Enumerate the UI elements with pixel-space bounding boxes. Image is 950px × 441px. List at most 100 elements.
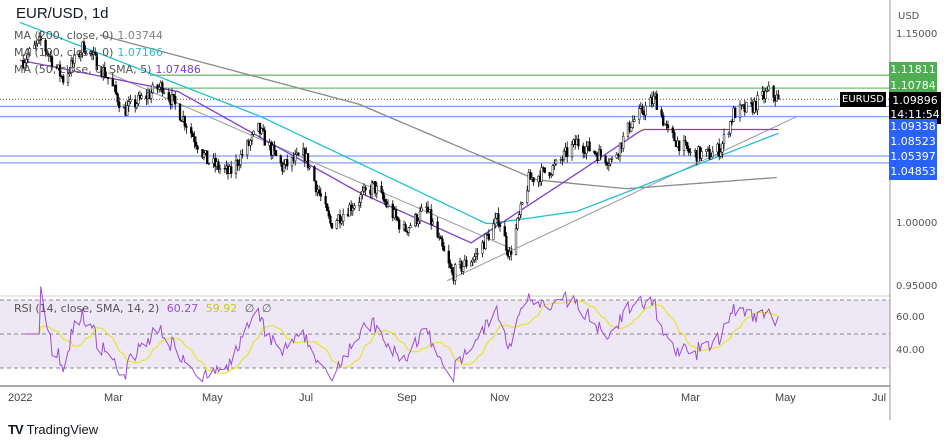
level-label: 1.05397 [889, 149, 937, 165]
legend-rsi[interactable]: RSI (14, close, SMA, 14, 2) 60.27 59.92 … [14, 302, 271, 315]
legend-ma200[interactable]: MA (200, close, 0) 1.03744 [14, 29, 163, 42]
rsi-sma-value: 59.92 [205, 302, 238, 315]
candle-body [497, 213, 500, 225]
candle-body [319, 193, 322, 197]
candle-body [50, 56, 54, 68]
candle-body [167, 92, 170, 100]
candle-body [398, 219, 401, 230]
candle-body [150, 92, 153, 99]
candle-body [230, 166, 233, 174]
tradingview-logo-icon: TV [8, 422, 24, 437]
candle-body [84, 51, 87, 54]
candle-body [492, 223, 495, 240]
candle-body [439, 236, 442, 240]
candle-body [140, 95, 143, 99]
candle-body [721, 143, 724, 153]
candle-body [554, 159, 558, 165]
symbol-label: EURUSD [840, 92, 886, 107]
level-label: 1.10784 [889, 78, 937, 94]
candle-body [766, 89, 769, 92]
candle-body [767, 85, 770, 91]
candle-body [484, 233, 487, 250]
candle-body [745, 102, 748, 113]
candle-body [430, 209, 433, 225]
rsi-tick: 60.00 [896, 312, 925, 323]
candle-body [652, 95, 655, 104]
legend-ma100[interactable]: MA (100, close, 0) 1.07166 [14, 46, 163, 59]
candle-body [106, 76, 110, 79]
candle-body [340, 220, 343, 224]
candle-body [330, 223, 334, 229]
candle-body [361, 190, 364, 195]
candle-body [193, 136, 196, 143]
candle-body [279, 155, 282, 164]
candle-body [450, 267, 454, 273]
candle-body [610, 157, 614, 160]
candle-body [404, 224, 407, 232]
legend-label: MA (100, close, 0) [14, 46, 114, 59]
candle-body [588, 141, 591, 152]
candle-body [239, 154, 242, 166]
candle-body [380, 185, 383, 193]
time-tick: Jul [299, 392, 314, 404]
candle-body [294, 154, 297, 162]
candle-body [734, 107, 737, 118]
candle-body [351, 207, 354, 211]
candle-body [134, 99, 137, 108]
candle-body [618, 142, 622, 157]
rsi-tick: 40.00 [896, 345, 925, 356]
candle-body [94, 51, 97, 55]
candle-body [532, 177, 535, 183]
candle-body [306, 153, 310, 169]
candle-body [327, 210, 330, 217]
symbol-title[interactable]: EUR/USD, 1d [16, 5, 109, 22]
candle-body [527, 172, 530, 192]
candle-body [26, 54, 30, 60]
candle-body [615, 154, 618, 159]
candle-body [82, 41, 86, 52]
candle-body [252, 130, 255, 135]
candle-body [207, 162, 210, 165]
candle-body [172, 93, 175, 97]
candle-body [274, 150, 278, 156]
candle-body [25, 59, 28, 64]
candle-body [223, 168, 226, 170]
candle-body [236, 159, 239, 167]
candle-body [273, 145, 276, 151]
candle-body [462, 266, 465, 272]
candle-body [262, 128, 265, 131]
legend-ma50[interactable]: MA (50, close, 0, SMA, 5) 1.07486 [14, 63, 201, 76]
candle-body [510, 251, 513, 255]
candle-body [260, 128, 263, 134]
time-tick: Nov [490, 392, 510, 404]
candle-body [436, 221, 439, 238]
candle-body [326, 203, 329, 212]
candle-body [313, 166, 316, 182]
candle-body [718, 143, 721, 157]
candle-body [418, 210, 422, 222]
candle-body [673, 132, 676, 142]
candle-body [44, 39, 47, 52]
candle-body [178, 103, 182, 121]
legend-label: MA (50, close, 0, SMA, 5) [14, 63, 152, 76]
candle-body [631, 121, 634, 128]
candle-body [286, 159, 289, 167]
candle-body [241, 154, 244, 156]
candle-body [196, 145, 199, 150]
candle-body [183, 116, 186, 127]
candle-body [103, 67, 106, 78]
trendline [446, 116, 797, 282]
candle-body [708, 148, 711, 160]
candle-body [386, 203, 390, 207]
candle-body [599, 149, 602, 157]
bar-countdown: 14:11:54 [890, 108, 940, 121]
candle-body [473, 256, 476, 261]
candle-body [622, 135, 625, 149]
candle-body [447, 250, 450, 264]
candle-body [39, 36, 42, 41]
candle-body [318, 189, 321, 194]
candle-body [329, 215, 332, 224]
rsi-sma-line [24, 300, 779, 374]
tradingview-logo[interactable]: TV TradingView [8, 422, 98, 437]
